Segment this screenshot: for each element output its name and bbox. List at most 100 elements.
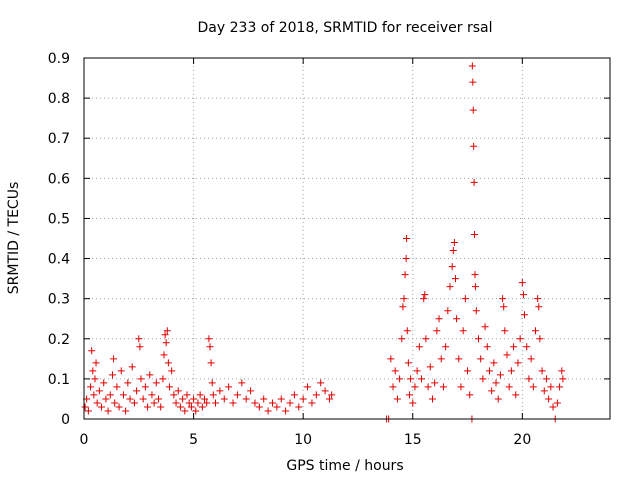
data-point (136, 343, 144, 351)
y-tick-label: 0.3 (48, 292, 70, 308)
data-point (451, 275, 459, 283)
data-point (251, 399, 259, 407)
data-point (170, 391, 178, 399)
data-point (527, 355, 535, 363)
data-point (163, 327, 171, 335)
data-point (516, 335, 524, 343)
data-point (242, 395, 250, 403)
data-point (400, 295, 408, 303)
data-point (468, 62, 476, 70)
data-point (500, 303, 508, 311)
data-point (192, 407, 200, 415)
data-point (549, 403, 557, 411)
data-point (304, 383, 312, 391)
data-point (198, 403, 206, 411)
data-point (389, 383, 397, 391)
data-point (426, 363, 434, 371)
data-point (264, 407, 272, 415)
data-point (152, 379, 160, 387)
data-point (459, 327, 467, 335)
data-point (273, 403, 281, 411)
data-point (481, 323, 489, 331)
data-point (470, 178, 478, 186)
data-point (469, 106, 477, 114)
data-point (115, 403, 123, 411)
data-point (439, 383, 447, 391)
data-point (157, 403, 165, 411)
data-point (98, 403, 106, 411)
data-point (212, 399, 219, 407)
data-point (505, 383, 513, 391)
y-tick-label: 0.5 (48, 211, 70, 227)
data-point (104, 407, 112, 415)
data-point (431, 379, 439, 387)
data-point (206, 343, 214, 351)
data-point (405, 391, 413, 399)
data-point (433, 327, 441, 335)
data-point (536, 335, 544, 343)
data-point (187, 403, 195, 411)
data-point (535, 303, 543, 311)
data-point (421, 291, 429, 299)
data-point (420, 295, 428, 303)
data-point (321, 387, 329, 395)
data-point (490, 359, 498, 367)
data-point (457, 383, 465, 391)
data-point (471, 271, 479, 279)
data-point (387, 355, 395, 363)
data-point (507, 367, 515, 375)
data-point (126, 395, 134, 403)
data-point (196, 391, 204, 399)
data-point (496, 371, 504, 379)
data-point (398, 335, 406, 343)
data-point (477, 355, 485, 363)
data-point (286, 399, 294, 407)
data-point (512, 391, 520, 399)
x-tick-label: 0 (80, 432, 89, 448)
data-point (418, 375, 426, 383)
data-point (391, 367, 399, 375)
grid-lines (84, 57, 610, 419)
data-point (409, 399, 417, 407)
data-point (404, 359, 412, 367)
data-point (448, 263, 456, 271)
data-point (164, 359, 172, 367)
data-point (209, 391, 217, 399)
data-point (161, 331, 169, 339)
data-point (295, 403, 303, 411)
data-point (108, 371, 116, 379)
data-point (488, 387, 496, 395)
data-point (464, 367, 472, 375)
data-point (255, 403, 263, 411)
data-point (442, 343, 450, 351)
data-point (529, 383, 537, 391)
data-point (135, 335, 143, 343)
data-point (328, 391, 336, 399)
data-point (402, 255, 410, 263)
data-point (444, 307, 452, 315)
data-point (501, 327, 509, 335)
y-tick-label: 0 (61, 412, 70, 428)
data-point (403, 327, 411, 335)
y-axis-label: SRMTID / TECUs (6, 182, 22, 295)
data-point (399, 303, 407, 311)
y-tick-label: 0.9 (48, 51, 70, 67)
data-point (519, 291, 527, 299)
data-point (100, 379, 108, 387)
data-point (233, 391, 241, 399)
data-point (450, 239, 458, 247)
data-point (393, 395, 401, 403)
data-point (89, 367, 97, 375)
data-point (485, 367, 493, 375)
x-tick-label: 20 (513, 432, 531, 448)
data-point (260, 395, 268, 403)
data-point (208, 379, 216, 387)
data-point (403, 235, 411, 242)
data-point (181, 407, 189, 415)
y-tick-label: 0.4 (48, 252, 70, 268)
data-point (174, 387, 182, 395)
data-point (518, 279, 526, 287)
data-point (172, 399, 180, 407)
data-point (446, 283, 454, 291)
